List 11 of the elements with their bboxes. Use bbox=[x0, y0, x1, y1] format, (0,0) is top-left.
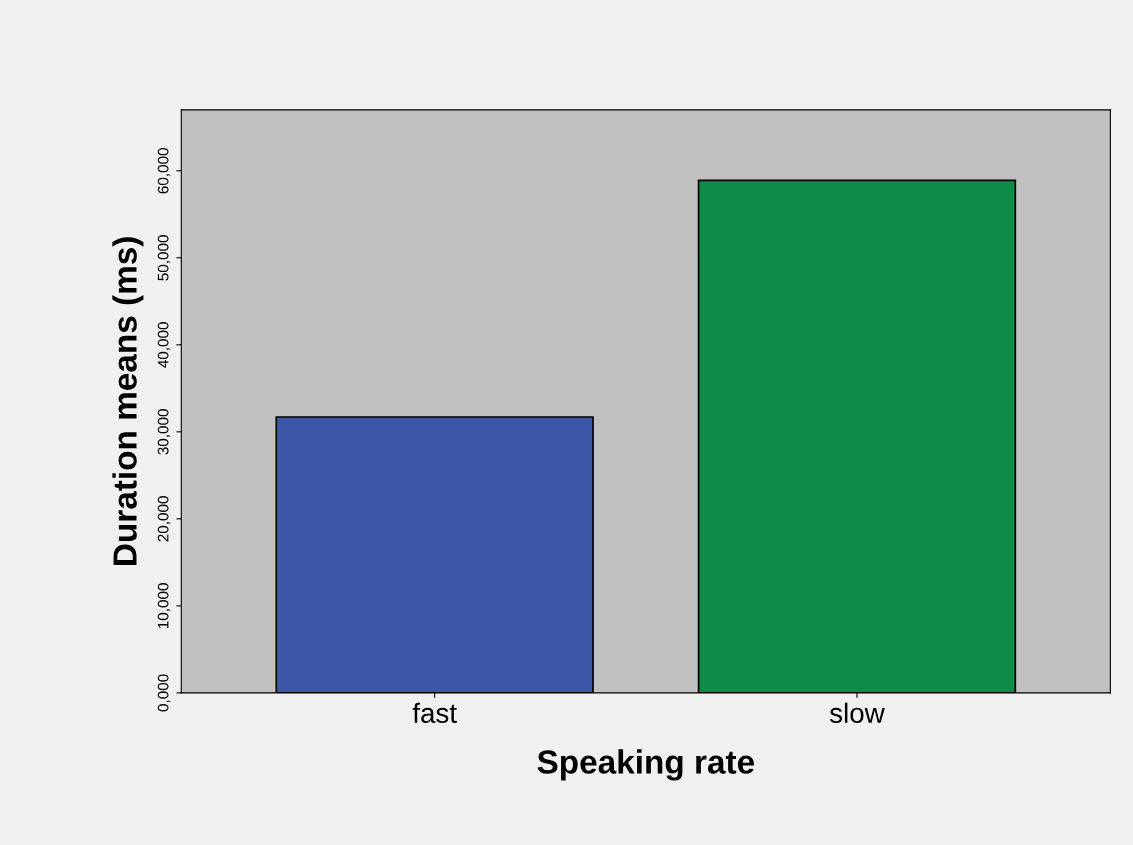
x-tick-label: slow bbox=[829, 702, 885, 724]
y-tick-label: 20,000 bbox=[157, 496, 171, 542]
y-tick-label: 50,000 bbox=[157, 235, 171, 281]
x-tick-label: fast bbox=[412, 702, 457, 724]
y-tick-label: 30,000 bbox=[157, 409, 171, 455]
y-axis-title: Duration means (ms) bbox=[112, 237, 144, 565]
y-tick-label: 10,000 bbox=[157, 583, 171, 629]
x-axis-title: Speaking rate bbox=[537, 749, 754, 781]
y-tick-label: 40,000 bbox=[157, 322, 171, 368]
y-tick-label: 60,000 bbox=[157, 148, 171, 194]
y-tick-label: 0,000 bbox=[157, 674, 171, 712]
